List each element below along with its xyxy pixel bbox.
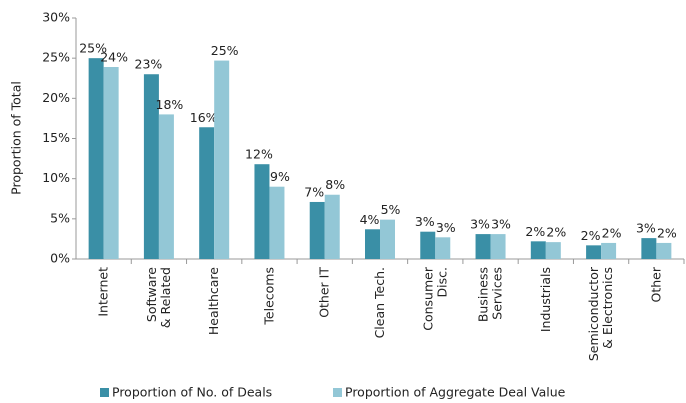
- data-label: 3%: [491, 217, 511, 232]
- x-tick-label: Clean Tech.: [372, 267, 387, 338]
- x-tick-label: Industrials: [537, 267, 552, 332]
- x-tick-label-line: Telecoms: [261, 267, 276, 326]
- bar: [199, 127, 215, 260]
- y-axis-label: Proportion of Total: [9, 81, 24, 195]
- data-label: 16%: [190, 110, 218, 125]
- bar: [380, 219, 395, 259]
- x-tick-label: Semiconductor& Electronics: [586, 266, 615, 361]
- data-label: 9%: [270, 169, 290, 184]
- bar: [586, 245, 602, 259]
- bar: [143, 74, 159, 259]
- legend-swatch: [100, 388, 109, 397]
- bar: [269, 186, 285, 259]
- data-label: 3%: [636, 221, 656, 236]
- data-label: 2%: [657, 225, 677, 240]
- bar: [530, 241, 546, 259]
- x-tick-label-line: Consumer: [420, 266, 435, 331]
- bar: [324, 194, 340, 259]
- bar: [420, 231, 436, 259]
- x-tick-label-line: & Related: [157, 267, 172, 328]
- x-tick-label: Healthcare: [206, 267, 221, 335]
- data-label: 2%: [525, 224, 545, 239]
- data-label: 4%: [360, 212, 380, 227]
- x-tick-label-line: Clean Tech.: [372, 267, 387, 338]
- bar: [475, 234, 491, 259]
- x-tick-label-line: & Electronics: [600, 267, 615, 349]
- bar: [641, 238, 657, 259]
- bar: [103, 67, 119, 260]
- legend-swatch: [333, 388, 342, 397]
- x-tick-label-line: Semiconductor: [586, 266, 601, 361]
- bar: [88, 58, 104, 259]
- data-label: 25%: [211, 43, 239, 58]
- x-tick-label-line: Business: [475, 267, 490, 322]
- x-tick-label-line: Other: [648, 266, 663, 302]
- y-tick-label: 10%: [42, 170, 70, 185]
- data-label: 3%: [436, 220, 456, 235]
- data-label: 18%: [156, 97, 184, 112]
- bar: [435, 237, 451, 259]
- x-tick-label: ConsumerDisc.: [420, 266, 449, 331]
- x-tick-label-line: Healthcare: [206, 267, 221, 335]
- data-label: 23%: [135, 57, 163, 72]
- bar: [490, 234, 506, 259]
- x-tick-label-line: Other IT: [316, 267, 331, 318]
- x-tick-label: Software& Related: [143, 267, 172, 329]
- data-label: 8%: [325, 177, 345, 192]
- x-tick-label: Other: [648, 266, 663, 302]
- bar: [309, 201, 325, 259]
- data-label: 24%: [100, 50, 128, 65]
- bar: [365, 229, 380, 259]
- y-tick-label: 25%: [42, 50, 70, 65]
- data-label: 12%: [245, 147, 273, 162]
- bar: [254, 164, 270, 259]
- y-tick-label: 5%: [50, 210, 70, 225]
- y-tick-label: 0%: [50, 251, 70, 266]
- y-tick-label: 15%: [42, 130, 70, 145]
- bar: [545, 242, 561, 259]
- data-label: 3%: [470, 217, 490, 232]
- x-tick-label-line: Services: [489, 267, 504, 320]
- x-tick-label: Other IT: [316, 267, 331, 318]
- data-label: 25%: [79, 41, 107, 56]
- data-label: 3%: [415, 214, 435, 229]
- legend-label: Proportion of No. of Deals: [112, 385, 272, 400]
- x-tick-label: BusinessServices: [475, 267, 504, 322]
- x-tick-label: Telecoms: [261, 267, 276, 326]
- data-label: 2%: [602, 225, 622, 240]
- data-label: 7%: [304, 184, 324, 199]
- y-tick-label: 20%: [42, 90, 70, 105]
- legend-label: Proportion of Aggregate Deal Value: [345, 385, 566, 400]
- data-label: 2%: [581, 228, 601, 243]
- x-tick-label-line: Industrials: [537, 267, 552, 332]
- data-label: 2%: [546, 225, 566, 240]
- data-label: 5%: [381, 202, 401, 217]
- x-tick-label-line: Software: [143, 267, 158, 322]
- bar: [158, 114, 174, 260]
- bar: [214, 60, 230, 260]
- x-tick-label-line: Disc.: [434, 267, 449, 297]
- x-tick-label-line: Internet: [95, 267, 110, 317]
- bar: [656, 242, 672, 259]
- bar: [601, 242, 617, 259]
- y-tick-label: 30%: [42, 10, 70, 25]
- x-tick-label: Internet: [95, 267, 110, 317]
